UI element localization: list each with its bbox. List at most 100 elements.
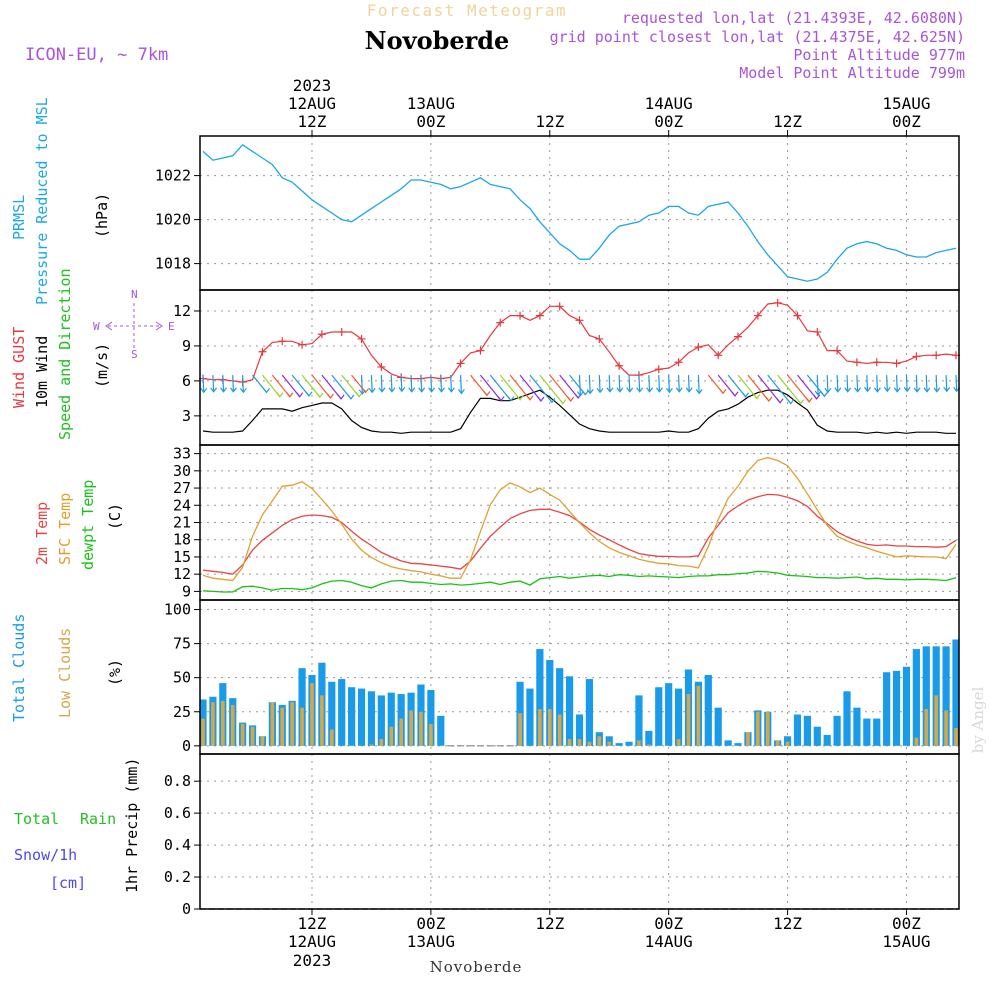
wind-arrow bbox=[876, 375, 879, 392]
temp-label-2m: 2m Temp bbox=[33, 502, 51, 565]
y-tick-label: 15 bbox=[173, 548, 191, 566]
wind-arrow-head bbox=[362, 388, 370, 394]
wind-arrow-head bbox=[646, 387, 654, 393]
gridpoint-lonlat: grid point closest lon,lat (21.4375E, 42… bbox=[550, 28, 965, 46]
gust-marker bbox=[694, 343, 703, 352]
wind-arrow-head bbox=[378, 387, 386, 393]
total-cloud-bar bbox=[704, 674, 712, 746]
wind-arrow-head bbox=[883, 386, 891, 393]
precip-label-snow: Snow/1h bbox=[14, 846, 77, 864]
model-altitude: Model Point Altitude 799m bbox=[739, 64, 965, 82]
gust-marker bbox=[813, 327, 822, 336]
wind-arrow-head bbox=[239, 387, 247, 394]
wind-arrow-head bbox=[805, 397, 813, 403]
wind-arrow bbox=[430, 375, 433, 392]
wind-arrow-head bbox=[824, 387, 832, 394]
top-time-label: 00Z bbox=[654, 112, 683, 131]
requested-lonlat: requested lon,lat (21.4393E, 42.6080N) bbox=[622, 9, 965, 27]
wind-arrow bbox=[866, 375, 869, 392]
low-cloud-bar bbox=[260, 736, 265, 746]
wind-arrow bbox=[777, 374, 802, 404]
plot-area: 1018102010223691291215182124273033025507… bbox=[155, 76, 961, 970]
wind-arrow-head bbox=[483, 391, 491, 397]
y-tick-label: 24 bbox=[173, 496, 191, 514]
compass-n: N bbox=[131, 288, 138, 301]
wind-arrow bbox=[905, 375, 908, 392]
wind-arrow-head bbox=[893, 387, 901, 393]
compass-s: S bbox=[131, 348, 138, 361]
gust-marker bbox=[595, 334, 604, 343]
wind-arrow bbox=[370, 375, 373, 393]
top-time-label: 15AUG bbox=[882, 94, 930, 113]
y-tick-label: 33 bbox=[173, 445, 191, 463]
total-cloud-bar bbox=[328, 681, 336, 746]
model-name: ICON-EU, ~ 7km bbox=[25, 45, 168, 65]
wind-arrow bbox=[212, 375, 215, 392]
wind-arrow bbox=[440, 375, 443, 392]
low-cloud-bar bbox=[429, 724, 433, 746]
footer-location: Novoberde bbox=[430, 958, 523, 976]
location-title: Novoberde bbox=[365, 26, 510, 55]
top-time-label: 00Z bbox=[416, 112, 445, 131]
gust-marker bbox=[337, 327, 346, 336]
point-altitude: Point Altitude 977m bbox=[793, 46, 965, 64]
wind-arrow-head bbox=[398, 386, 406, 393]
wind-arrow bbox=[648, 375, 651, 392]
wind-arrow bbox=[628, 375, 631, 392]
wind-arrow bbox=[410, 375, 413, 392]
bottom-time-label: 12Z bbox=[535, 914, 564, 933]
precip-unit: 1hr Precip (mm) bbox=[123, 758, 141, 893]
wind-arrow-head bbox=[497, 396, 505, 402]
total-cloud-bar bbox=[625, 741, 633, 746]
low-cloud-bar bbox=[230, 704, 235, 746]
wind-arrow bbox=[222, 375, 225, 392]
y-tick-label: 75 bbox=[173, 635, 191, 653]
top-time-label: 2023 bbox=[293, 76, 332, 95]
wind-arrow bbox=[400, 375, 403, 392]
total-cloud-bar bbox=[902, 666, 911, 746]
wind-arrow bbox=[638, 375, 641, 392]
wind-arrow bbox=[846, 375, 849, 392]
wind-arrow bbox=[955, 375, 958, 392]
wind-arrow-head bbox=[731, 391, 739, 397]
low-cloud-bar bbox=[686, 694, 691, 746]
y-tick-label: 18 bbox=[173, 531, 191, 549]
pressure-line bbox=[202, 143, 957, 282]
gust-line bbox=[202, 302, 957, 383]
total-cloud-bar bbox=[783, 736, 792, 746]
y-tick-label: 30 bbox=[173, 462, 191, 480]
total-cloud-bar bbox=[922, 646, 930, 746]
pressure-panel-labels: PRMSL Pressure Reduced to MSL (hPa) bbox=[10, 97, 111, 305]
total-cloud-bar bbox=[387, 692, 395, 746]
wind-arrow-head bbox=[567, 396, 575, 402]
bottom-time-label: 00Z bbox=[416, 914, 445, 933]
temp-unit: (C) bbox=[106, 503, 124, 530]
low-cloud-bar bbox=[607, 741, 612, 746]
wind-arrow-head bbox=[428, 387, 436, 393]
panel-border bbox=[199, 753, 960, 910]
y-tick-label: 1022 bbox=[155, 167, 191, 185]
wind-arrow-head bbox=[296, 392, 304, 398]
gust-marker bbox=[456, 359, 465, 368]
wind-arrow-head bbox=[636, 387, 644, 393]
gust-marker bbox=[932, 351, 941, 360]
wind-arrow-head bbox=[596, 387, 604, 394]
clouds-unit: (%) bbox=[106, 659, 124, 686]
wind-arrow bbox=[747, 374, 770, 402]
wind-arrow-head bbox=[200, 387, 208, 394]
wind-arrow-head bbox=[337, 394, 345, 400]
wind-arrow-head bbox=[787, 399, 795, 405]
low-cloud-bar bbox=[746, 732, 750, 746]
low-cloud-bar bbox=[547, 709, 552, 746]
wind-arrow-head bbox=[263, 388, 271, 394]
low-cloud-bar bbox=[211, 702, 215, 746]
y-tick-label: 1018 bbox=[155, 255, 191, 273]
wind-line bbox=[202, 389, 956, 434]
low-cloud-bar bbox=[270, 702, 275, 746]
y-tick-label: 100 bbox=[164, 601, 191, 619]
panel-clouds: 0 25 50 75 100 bbox=[164, 599, 960, 755]
wind-arrow-head bbox=[844, 387, 852, 393]
wind-arrow bbox=[797, 374, 818, 400]
gust-marker bbox=[654, 365, 663, 374]
total-cloud-bar bbox=[575, 714, 584, 746]
